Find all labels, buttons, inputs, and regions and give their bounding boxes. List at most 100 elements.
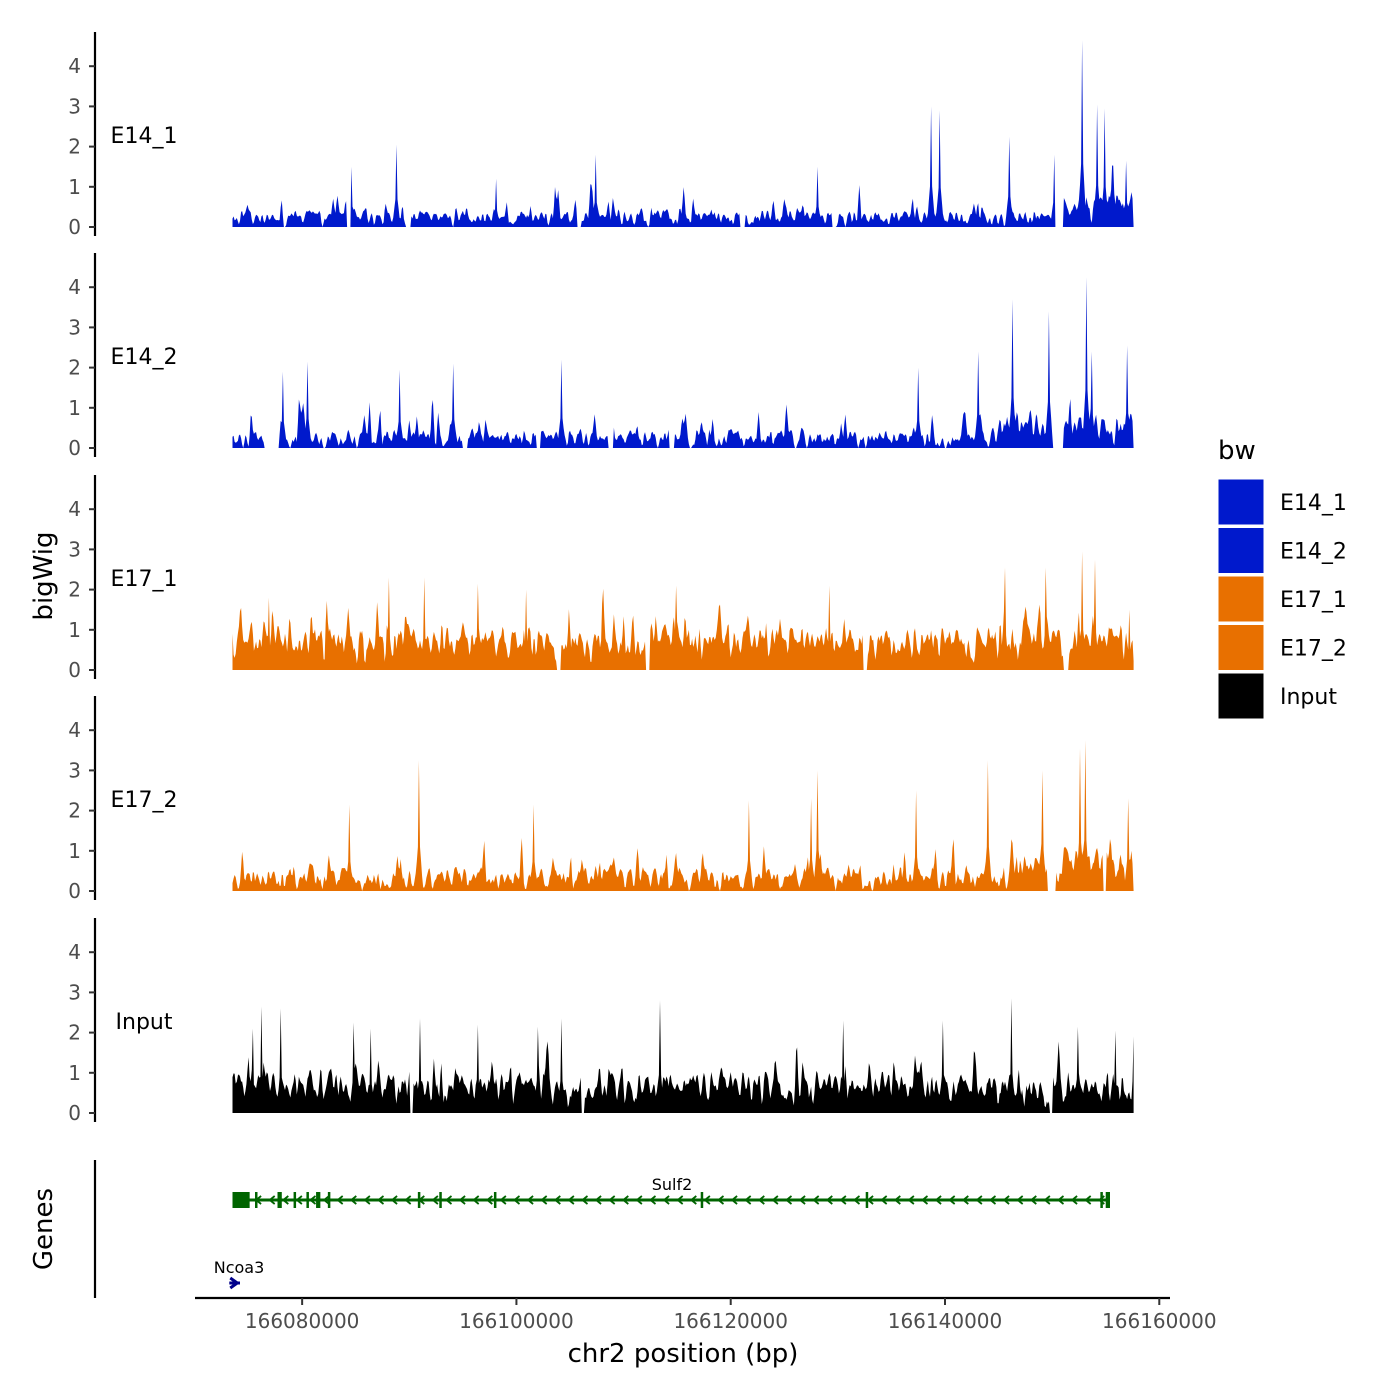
y-tick-label: 0: [68, 436, 81, 460]
strand-chevron-icon: [390, 1195, 398, 1205]
strand-chevron-icon: [281, 1195, 289, 1205]
strand-chevron-icon: [934, 1195, 942, 1205]
strand-chevron-icon: [431, 1195, 439, 1205]
y-tick-label: 2: [68, 578, 81, 602]
strand-chevron-icon: [322, 1195, 330, 1205]
y-tick-label: 0: [68, 658, 81, 682]
strand-chevron-icon: [567, 1195, 575, 1205]
strand-chevron-icon: [499, 1195, 507, 1205]
strand-chevron-icon: [1057, 1195, 1065, 1205]
y-tick-label: 1: [68, 396, 81, 420]
legend-title: bw: [1218, 436, 1256, 466]
y-tick-label: 3: [68, 94, 81, 118]
strand-chevron-icon: [825, 1195, 833, 1205]
bigwig-tracks: 0 1 2 3 4 E14_1 0 1 2 3 4 E14_2 0 1 2 3 4 E17_1 0 1 2 3 4 E17_2…: [68, 32, 1134, 1125]
strand-chevron-icon: [771, 1195, 779, 1205]
y-tick-label: 4: [68, 718, 81, 742]
legend-swatch: [1217, 527, 1265, 574]
track-e17-1: 0 1 2 3 4 E17_1: [68, 475, 1134, 682]
strand-chevron-icon: [309, 1195, 317, 1205]
y-tick-label: 2: [68, 135, 81, 159]
track-e17-2: 0 1 2 3 4 E17_2: [68, 696, 1134, 903]
exon-block: [439, 1192, 442, 1208]
y-tick-label: 1: [68, 839, 81, 863]
y-tick-label: 1: [68, 618, 81, 642]
legend-label: E17_1: [1280, 588, 1347, 613]
y-tick-label: 3: [68, 537, 81, 561]
strand-chevron-icon: [662, 1195, 670, 1205]
y-tick-label: 4: [68, 940, 81, 964]
y-tick-label: 4: [68, 275, 81, 299]
y-tick-label: 1: [68, 175, 81, 199]
strand-chevron-icon: [377, 1195, 385, 1205]
exon-block: [700, 1192, 704, 1208]
y-tick-label: 0: [68, 215, 81, 239]
track-label: Input: [116, 1010, 173, 1035]
exon-block: [306, 1192, 309, 1208]
strand-chevron-icon: [961, 1195, 969, 1205]
legend-swatch: [1217, 624, 1265, 671]
legend-label: E14_1: [1280, 491, 1347, 516]
strand-chevron-icon: [948, 1195, 956, 1205]
strand-chevron-icon: [975, 1195, 983, 1205]
legend: bw E14_1 E14_2 E17_1 E17_2 Input: [1217, 436, 1347, 720]
track-e14-1: 0 1 2 3 4 E14_1: [68, 32, 1134, 239]
gene-label: Sulf2: [652, 1175, 693, 1194]
strand-chevron-icon: [676, 1195, 684, 1205]
y-tick-label: 0: [68, 879, 81, 903]
strand-chevron-icon: [540, 1195, 548, 1205]
track-label: E14_1: [111, 124, 178, 149]
track-label: E17_2: [111, 788, 178, 813]
strand-chevron-icon: [581, 1195, 589, 1205]
y-tick-label: 3: [68, 315, 81, 339]
strand-chevron-icon: [1070, 1195, 1078, 1205]
legend-label: E17_2: [1280, 637, 1347, 662]
signal-area-e17-1: [232, 551, 1134, 670]
strand-chevron-icon: [621, 1195, 629, 1205]
strand-chevron-icon: [757, 1195, 765, 1205]
strand-chevron-icon: [1016, 1195, 1024, 1205]
strand-chevron-icon: [526, 1195, 534, 1205]
strand-chevron-icon: [744, 1195, 752, 1205]
signal-area-input: [232, 998, 1134, 1113]
strand-chevron-icon: [649, 1195, 657, 1205]
strand-chevron-icon: [853, 1195, 861, 1205]
gene-sulf2: Sulf2: [232, 1175, 1110, 1208]
y-axis-title: bigWig: [29, 531, 59, 620]
strand-chevron-icon: [553, 1195, 561, 1205]
y-tick-label: 0: [68, 1101, 81, 1125]
legend-label: Input: [1280, 685, 1337, 710]
x-axis: 166080000 166100000 166120000 166140000 1661…: [195, 1296, 1217, 1333]
exon-block: [1105, 1192, 1110, 1208]
strand-chevron-icon: [839, 1195, 847, 1205]
strand-chevron-icon: [363, 1195, 371, 1205]
strand-chevron-icon: [268, 1195, 276, 1205]
strand-chevron-icon: [445, 1195, 453, 1205]
strand-chevron-icon: [730, 1195, 738, 1205]
x-tick-label: 166160000: [1102, 1309, 1217, 1333]
exon-block: [417, 1192, 421, 1208]
exon-block: [327, 1192, 331, 1208]
strand-chevron-icon: [513, 1195, 521, 1205]
y-tick-label: 3: [68, 758, 81, 782]
strand-chevron-icon: [893, 1195, 901, 1205]
strand-chevron-icon: [349, 1195, 357, 1205]
legend-swatch: [1217, 575, 1265, 623]
strand-chevron-icon: [703, 1195, 711, 1205]
strand-chevron-icon: [1002, 1195, 1010, 1205]
strand-chevron-icon: [404, 1195, 412, 1205]
legend-swatch: [1217, 478, 1265, 526]
signal-area-e14-2: [232, 277, 1134, 448]
signal-area-e17-2: [232, 740, 1134, 891]
track-label: E14_2: [111, 345, 178, 370]
strand-chevron-icon: [594, 1195, 602, 1205]
gene-ncoa3: Ncoa3: [214, 1258, 264, 1290]
x-tick-label: 166120000: [673, 1309, 788, 1333]
track-input: 0 1 2 3 4 Input: [68, 918, 1134, 1125]
exon-block: [1100, 1192, 1103, 1208]
exon-block: [293, 1192, 297, 1208]
strand-chevron-icon: [812, 1195, 820, 1205]
y-tick-label: 2: [68, 356, 81, 380]
exon-block: [493, 1192, 497, 1208]
